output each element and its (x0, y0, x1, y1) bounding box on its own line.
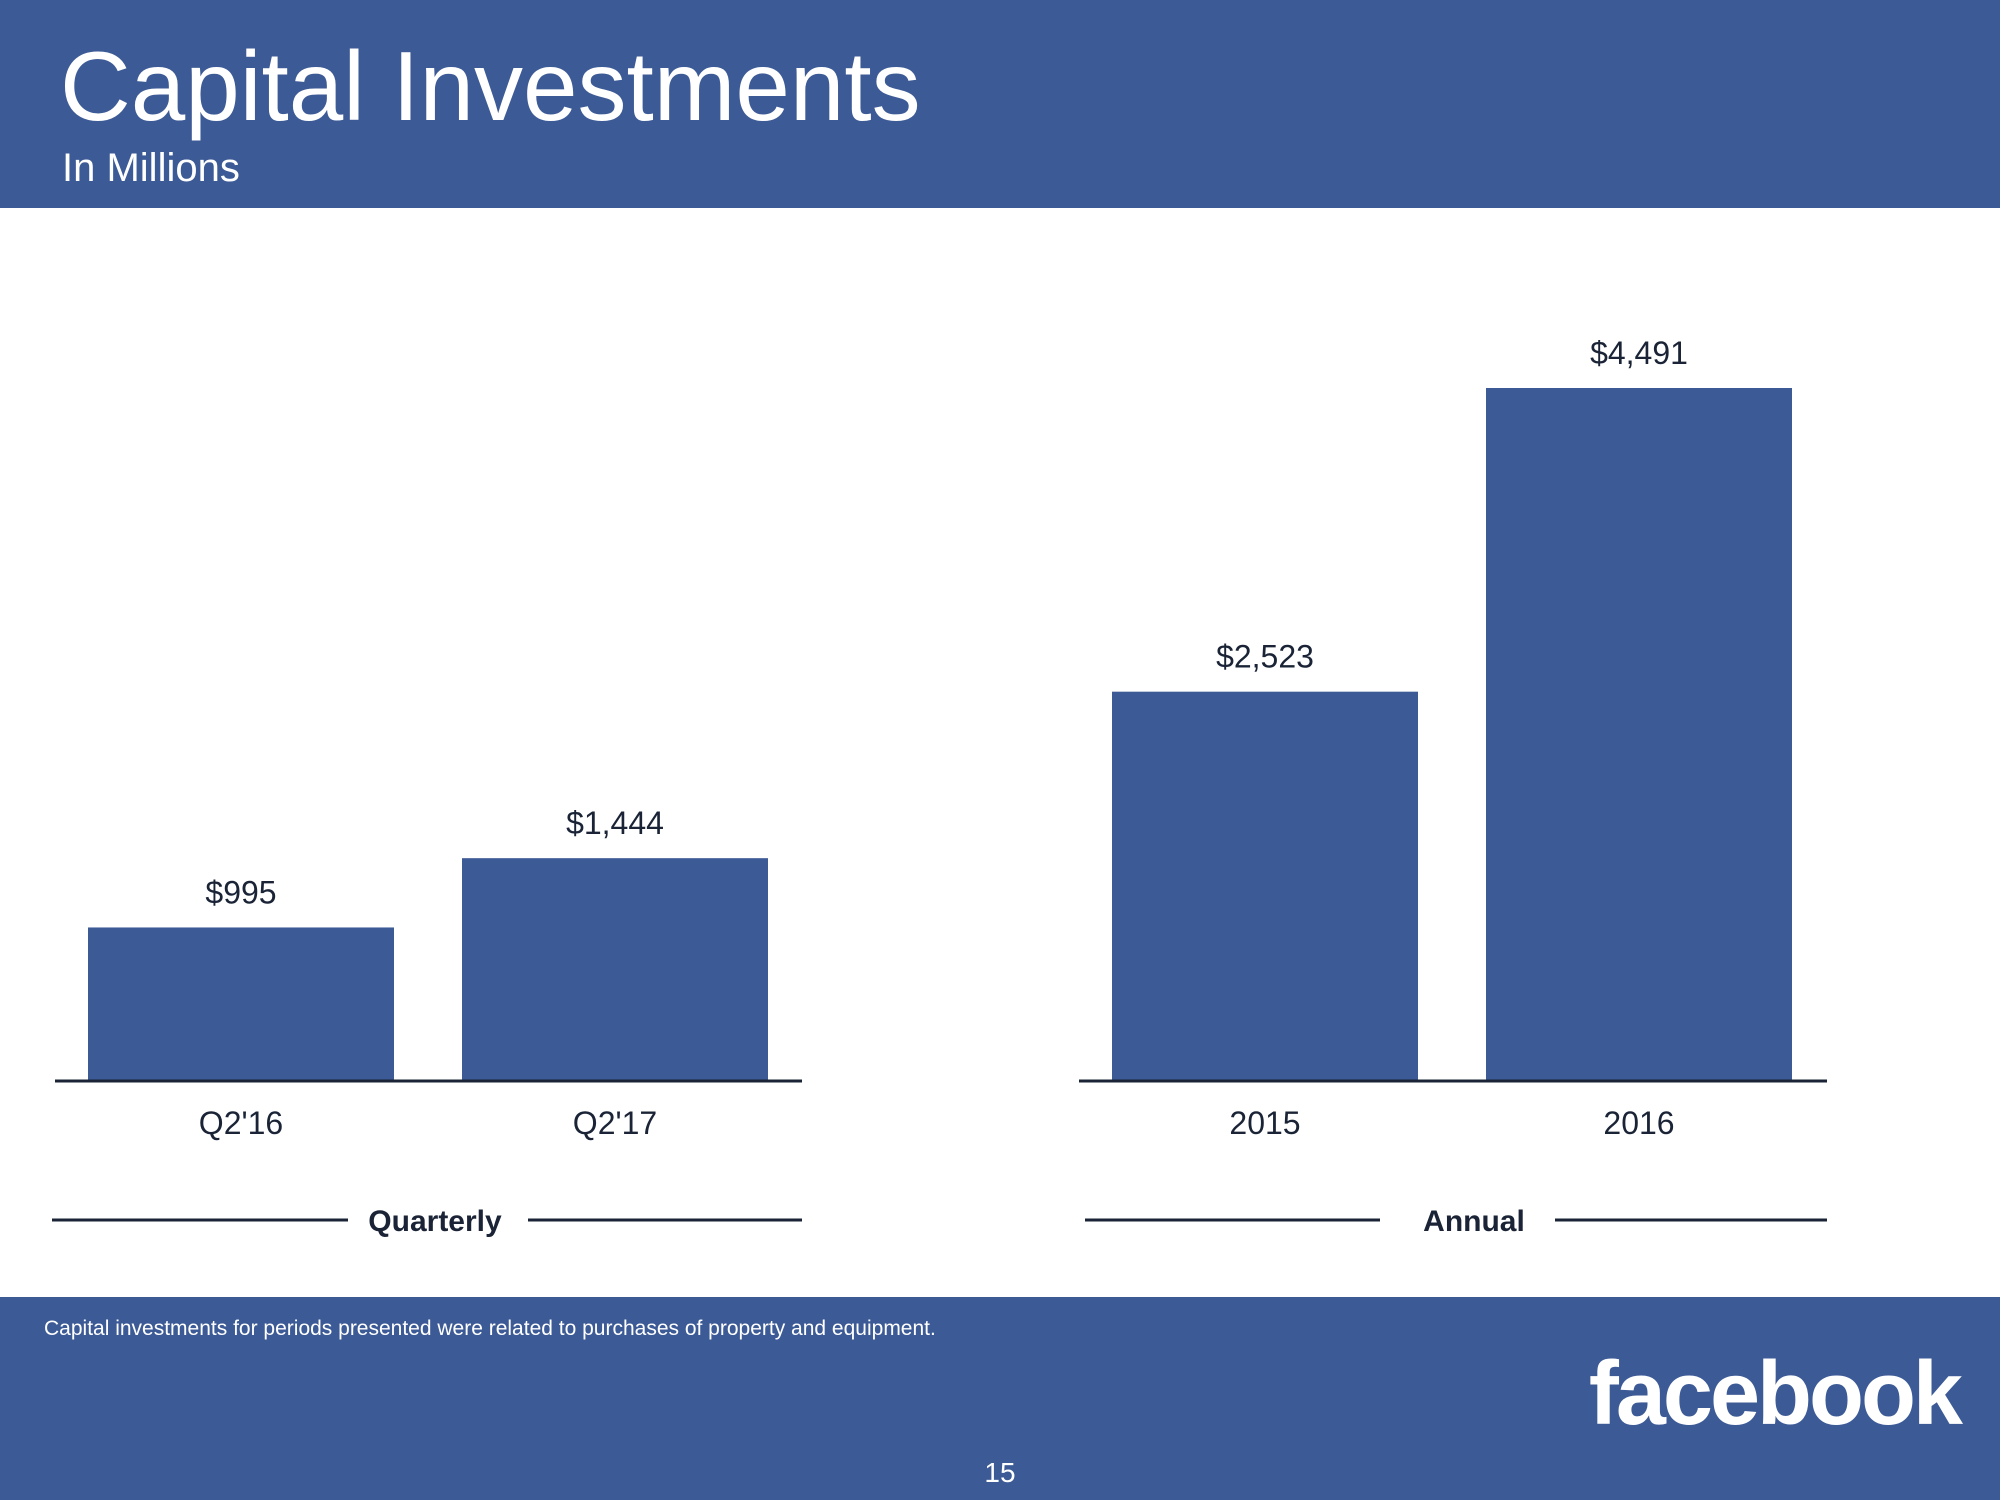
x-tick-label: Q2'17 (573, 1105, 657, 1141)
footnote: Capital investments for periods presente… (44, 1317, 936, 1340)
facebook-logo: facebook (1588, 1344, 1963, 1444)
group-label-annual: Annual (1423, 1205, 1525, 1238)
data-label: $1,444 (566, 805, 664, 841)
bar-q217 (462, 858, 768, 1081)
page-title: Capital Investments (60, 31, 921, 141)
group-label-quarterly: Quarterly (368, 1205, 502, 1238)
bar-2016 (1486, 388, 1792, 1081)
footer-band: Capital investments for periods presente… (0, 1297, 2000, 1500)
page-number: 15 (984, 1457, 1016, 1488)
data-label: $995 (205, 874, 276, 910)
capital-investments-chart: $995 Q2'16 $1,444 Q2'17 Quarterly $2,523 2015 $… (52, 335, 1827, 1238)
page-subtitle: In Millions (62, 146, 240, 190)
header-band: Capital Investments In Millions (0, 0, 2000, 208)
bar-q216 (88, 927, 394, 1081)
x-tick-label: 2015 (1229, 1105, 1300, 1141)
data-label: $2,523 (1216, 639, 1314, 675)
x-tick-label: 2016 (1603, 1105, 1674, 1141)
data-label: $4,491 (1590, 335, 1688, 371)
bar-2015 (1112, 691, 1418, 1081)
x-tick-label: Q2'16 (199, 1105, 283, 1141)
